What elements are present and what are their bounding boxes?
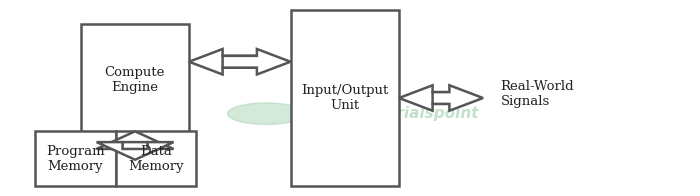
- Bar: [35, 131, 116, 186]
- Text: Real-World
Signals: Real-World Signals: [500, 80, 574, 108]
- Bar: [290, 10, 399, 186]
- Polygon shape: [97, 131, 174, 149]
- Text: Program
Memory: Program Memory: [46, 145, 104, 173]
- Text: Data
Memory: Data Memory: [128, 145, 183, 173]
- Polygon shape: [399, 85, 449, 111]
- Bar: [80, 24, 189, 137]
- Bar: [116, 131, 196, 186]
- Text: tutorialspoint: tutorialspoint: [350, 106, 479, 121]
- Circle shape: [228, 103, 304, 124]
- Polygon shape: [223, 49, 290, 74]
- Polygon shape: [189, 49, 257, 74]
- Polygon shape: [97, 142, 174, 160]
- Text: Compute
Engine: Compute Engine: [104, 66, 165, 94]
- Text: Input/Output
Unit: Input/Output Unit: [301, 84, 389, 112]
- Bar: [433, 92, 449, 104]
- Polygon shape: [433, 85, 483, 111]
- Bar: [223, 56, 257, 68]
